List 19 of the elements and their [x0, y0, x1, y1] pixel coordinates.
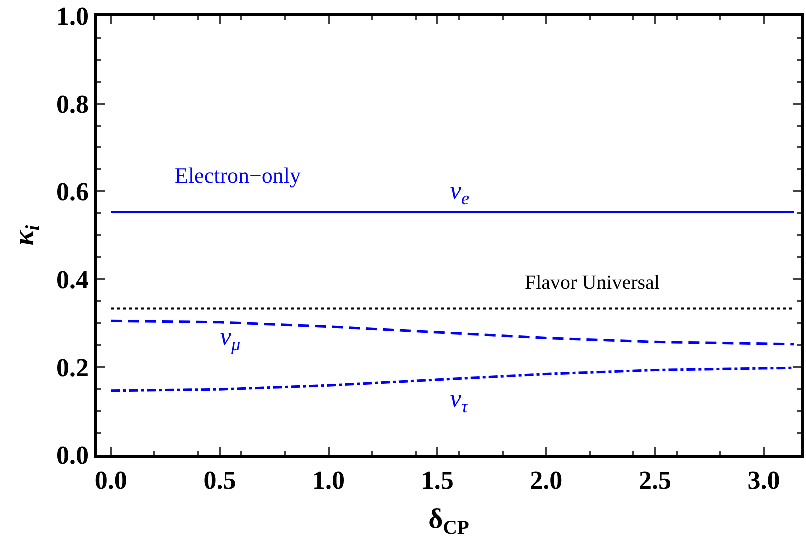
y-tick-label: 0.8 — [56, 90, 90, 119]
x-tick-label: 0.5 — [204, 466, 236, 495]
annotation: ν$_{e}$ — [450, 176, 470, 208]
y-tick-label: 0.2 — [56, 353, 90, 382]
y-tick-label: 1.0 — [56, 2, 90, 32]
x-axis-title: δ$_{CP}$ — [428, 504, 470, 539]
x-tick-label: 2.5 — [638, 466, 672, 495]
x-tick-label: 1.0 — [312, 466, 346, 495]
x-tick-label: 3.0 — [748, 466, 780, 495]
x-tick-label: 1.5 — [421, 466, 454, 495]
y-tick-label: 0.0 — [56, 441, 90, 470]
x-tick-label: 0.0 — [94, 466, 128, 495]
annotation: ν$_{τ}$ — [450, 384, 470, 416]
y-tick-label: 0.6 — [56, 178, 90, 207]
y-tick-label: 0.4 — [56, 266, 90, 294]
ref-line-label: Flavor Universal — [525, 272, 660, 294]
x-tick-label: 2.0 — [530, 466, 563, 495]
annotation: ν$_{μ}$ — [220, 322, 241, 354]
annotation: Electron−only — [175, 163, 302, 188]
